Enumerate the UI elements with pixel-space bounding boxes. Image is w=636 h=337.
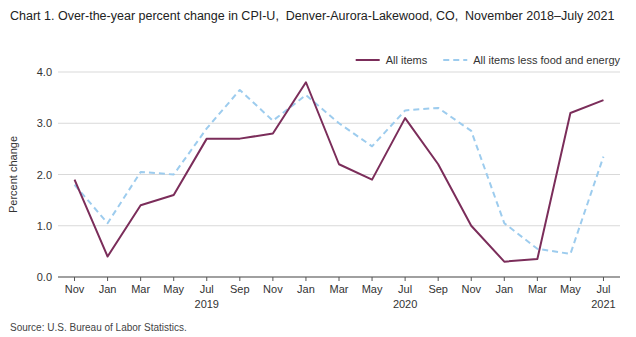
x-tick-label: Nov (65, 283, 85, 295)
legend-label: All items (386, 54, 428, 66)
title: Chart 1. Over-the-year percent change in… (10, 9, 615, 23)
year-label: 2019 (195, 298, 219, 310)
y-tick-label: 0.0 (37, 271, 52, 283)
x-tick-label: Jan (495, 283, 513, 295)
x-tick-label: May (163, 283, 184, 295)
grid-line (58, 225, 620, 226)
x-tick (74, 277, 75, 281)
x-tick-label: Mar (131, 283, 150, 295)
x-tick-label: Jul (200, 283, 214, 295)
x-tick-label: Mar (330, 283, 349, 295)
x-tick (372, 277, 373, 281)
y-axis-label: Percent change (7, 136, 19, 213)
x-tick-label: Sep (230, 283, 250, 295)
legend-swatch (443, 59, 467, 61)
x-tick-label: Jan (99, 283, 117, 295)
x-tick (173, 277, 174, 281)
legend-label: All items less food and energy (473, 54, 620, 66)
legend: All items less food and energy All items (356, 54, 621, 66)
x-tick (239, 277, 240, 281)
x-tick (570, 277, 571, 281)
x-tick (504, 277, 505, 281)
grid-line (58, 174, 620, 175)
x-tick-label: Jul (596, 283, 610, 295)
series-line (75, 90, 604, 254)
x-tick (471, 277, 472, 281)
chart: Chart 1. Over-the-year percent change in… (0, 0, 636, 337)
x-tick-label: Jan (297, 283, 315, 295)
grid-line (58, 72, 620, 73)
x-tick (603, 277, 604, 281)
x-tick-label: Nov (263, 283, 283, 295)
year-label: 2020 (393, 298, 417, 310)
x-tick-label: Nov (461, 283, 481, 295)
x-tick (107, 277, 108, 281)
x-tick (305, 277, 306, 281)
x-tick-label: May (362, 283, 383, 295)
x-tick-label: May (560, 283, 581, 295)
source: Source: U.S. Bureau of Labor Statistics. (10, 322, 187, 333)
y-tick-label: 4.0 (37, 66, 52, 78)
y-tick-label: 2.0 (37, 169, 52, 181)
x-tick (537, 277, 538, 281)
plot-area (75, 82, 604, 261)
y-tick-label: 3.0 (37, 117, 52, 129)
x-tick-label: Sep (428, 283, 448, 295)
legend-swatch (356, 59, 380, 61)
x-tick (206, 277, 207, 281)
x-tick (438, 277, 439, 281)
x-tick (405, 277, 406, 281)
series-line (75, 82, 604, 261)
x-tick-label: Jul (398, 283, 412, 295)
x-tick-label: Mar (528, 283, 547, 295)
x-tick (272, 277, 273, 281)
x-tick (339, 277, 340, 281)
x-tick (140, 277, 141, 281)
year-label: 2021 (591, 298, 615, 310)
y-tick-label: 1.0 (37, 220, 52, 232)
